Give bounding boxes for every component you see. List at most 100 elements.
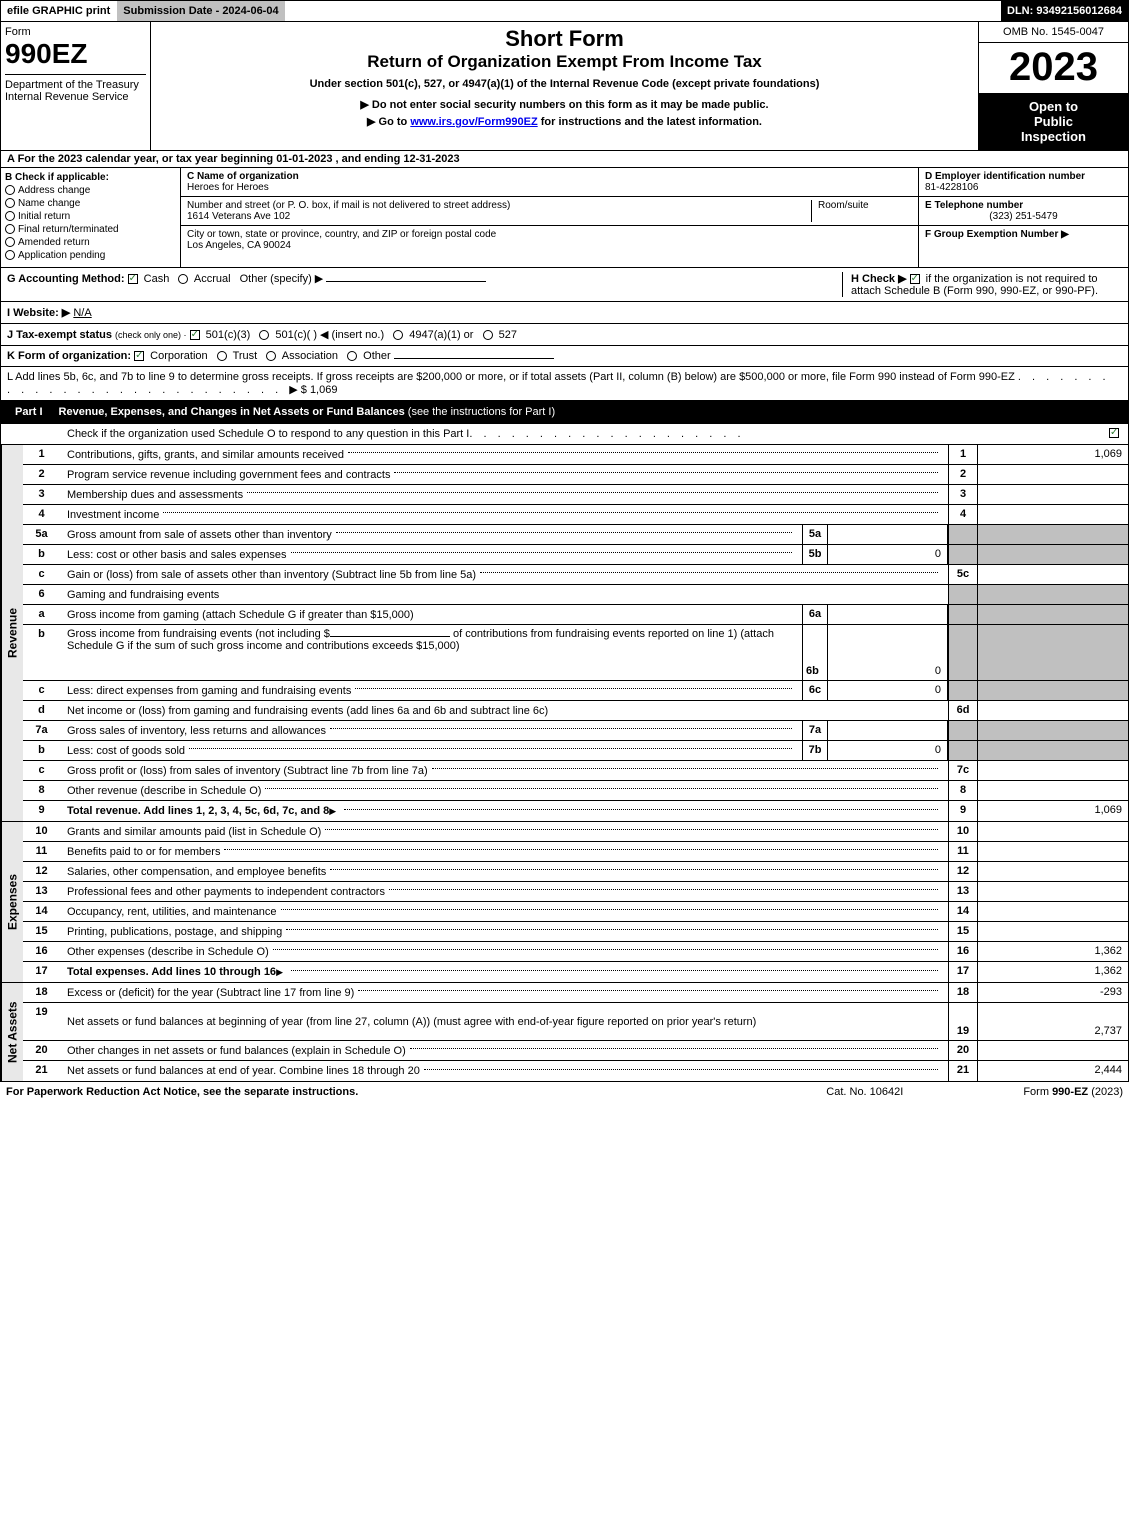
line-15-val	[978, 922, 1128, 941]
line-14-num: 14	[23, 902, 61, 921]
line-6-val	[978, 585, 1128, 604]
check-cash[interactable]	[128, 274, 138, 284]
footer-right: Form 990-EZ (2023)	[1023, 1086, 1123, 1098]
check-address[interactable]: Address change	[5, 185, 176, 196]
line-2-key: 2	[948, 465, 978, 484]
line-17-key: 17	[948, 962, 978, 982]
note-ssn: ▶ Do not enter social security numbers o…	[155, 98, 974, 111]
line-9-key: 9	[948, 801, 978, 821]
line-6c-num: c	[23, 681, 61, 700]
line-14-key: 14	[948, 902, 978, 921]
assoc-label: Association	[282, 350, 338, 362]
check-assoc[interactable]	[266, 351, 276, 361]
g-section: G Accounting Method: Cash Accrual Other …	[7, 272, 832, 297]
line-7b-sv: 0	[828, 741, 948, 760]
line-14-val	[978, 902, 1128, 921]
org-name-cell: C Name of organization Heroes for Heroes	[181, 168, 918, 197]
check-initial[interactable]: Initial return	[5, 211, 176, 222]
line-5b-sv: 0	[828, 545, 948, 564]
omb-number: OMB No. 1545-0047	[979, 22, 1128, 43]
netassets-label: Net Assets	[1, 983, 23, 1081]
check-amended[interactable]: Amended return	[5, 237, 176, 248]
revenue-lines: 1Contributions, gifts, grants, and simil…	[23, 445, 1128, 821]
line-10-key: 10	[948, 822, 978, 841]
line-18-desc: Excess or (deficit) for the year (Subtra…	[61, 983, 948, 1002]
public: Public	[985, 114, 1122, 129]
check-accrual[interactable]	[178, 274, 188, 284]
line-6b-key	[948, 625, 978, 680]
line-19-desc: Net assets or fund balances at beginning…	[61, 1003, 948, 1040]
line-10-desc: Grants and similar amounts paid (list in…	[61, 822, 948, 841]
top-bar: efile GRAPHIC print Submission Date - 20…	[0, 0, 1129, 22]
check-h[interactable]	[910, 274, 920, 284]
check-final-label: Final return/terminated	[18, 224, 119, 235]
line-9-num: 9	[23, 801, 61, 821]
d-label: D Employer identification number	[925, 171, 1085, 182]
check-part1[interactable]	[1109, 428, 1119, 438]
line-20-val	[978, 1041, 1128, 1060]
efile-print[interactable]: efile GRAPHIC print	[1, 1, 117, 21]
line-16-val: 1,362	[978, 942, 1128, 961]
revenue-label: Revenue	[1, 445, 23, 821]
city-label: City or town, state or province, country…	[187, 229, 912, 240]
line-7c-val	[978, 761, 1128, 780]
line-1-num: 1	[23, 445, 61, 464]
line-5c-desc: Gain or (loss) from sale of assets other…	[61, 565, 948, 584]
part1-check-text: Check if the organization used Schedule …	[67, 428, 469, 440]
line-21-key: 21	[948, 1061, 978, 1081]
line-11-num: 11	[23, 842, 61, 861]
tax-year: 2023	[979, 43, 1128, 92]
note-goto: ▶ Go to www.irs.gov/Form990EZ for instru…	[155, 115, 974, 128]
501c-label: 501(c)( ) ◀ (insert no.)	[275, 329, 384, 341]
line-9-desc: Total revenue. Add lines 1, 2, 3, 4, 5c,…	[61, 801, 948, 821]
check-pending[interactable]: Application pending	[5, 250, 176, 261]
line-1-desc: Contributions, gifts, grants, and simila…	[61, 445, 948, 464]
line-6a-sk: 6a	[802, 605, 828, 624]
line-6d-val	[978, 701, 1128, 720]
line-6c-key	[948, 681, 978, 700]
line-13-desc: Professional fees and other payments to …	[61, 882, 948, 901]
check-name[interactable]: Name change	[5, 198, 176, 209]
irs-link[interactable]: www.irs.gov/Form990EZ	[410, 116, 537, 128]
check-other[interactable]	[347, 351, 357, 361]
line-10-val	[978, 822, 1128, 841]
part1-title: Revenue, Expenses, and Changes in Net As…	[59, 406, 405, 418]
line-3-desc: Membership dues and assessments	[61, 485, 948, 504]
form-header: Form 990EZ Department of the Treasury In…	[0, 22, 1129, 151]
j-sub: (check only one) ·	[115, 330, 187, 340]
line-5c-num: c	[23, 565, 61, 584]
line-11-key: 11	[948, 842, 978, 861]
other-label: Other (specify) ▶	[240, 273, 324, 285]
check-trust[interactable]	[217, 351, 227, 361]
footer-left: For Paperwork Reduction Act Notice, see …	[6, 1086, 826, 1098]
check-initial-label: Initial return	[18, 211, 70, 222]
l-arrow: ▶ $ 1,069	[289, 384, 337, 396]
line-7c-key: 7c	[948, 761, 978, 780]
check-527[interactable]	[483, 330, 493, 340]
header-left: Form 990EZ Department of the Treasury In…	[1, 22, 151, 150]
open-to: Open to	[985, 99, 1122, 114]
dept-treasury: Department of the Treasury Internal Reve…	[5, 74, 146, 103]
check-final[interactable]: Final return/terminated	[5, 224, 176, 235]
city: Los Angeles, CA 90024	[187, 240, 912, 251]
top-spacer	[286, 1, 1001, 21]
check-501c[interactable]	[259, 330, 269, 340]
line-5b-desc: Less: cost or other basis and sales expe…	[61, 545, 802, 564]
street-label: Number and street (or P. O. box, if mail…	[187, 200, 805, 211]
check-corp[interactable]	[134, 351, 144, 361]
check-501c3[interactable]	[190, 330, 200, 340]
corp-label: Corporation	[150, 350, 207, 362]
e-label: E Telephone number	[925, 200, 1023, 211]
other-org-label: Other	[363, 350, 391, 362]
check-4947[interactable]	[393, 330, 403, 340]
inspection: Inspection	[985, 129, 1122, 144]
line-6a-sv	[828, 605, 948, 624]
street: 1614 Veterans Ave 102	[187, 211, 805, 222]
line-6c-sv: 0	[828, 681, 948, 700]
line-4-key: 4	[948, 505, 978, 524]
line-20-desc: Other changes in net assets or fund bala…	[61, 1041, 948, 1060]
line-18-val: -293	[978, 983, 1128, 1002]
line-20-key: 20	[948, 1041, 978, 1060]
website: N/A	[73, 307, 91, 319]
line-8-num: 8	[23, 781, 61, 800]
